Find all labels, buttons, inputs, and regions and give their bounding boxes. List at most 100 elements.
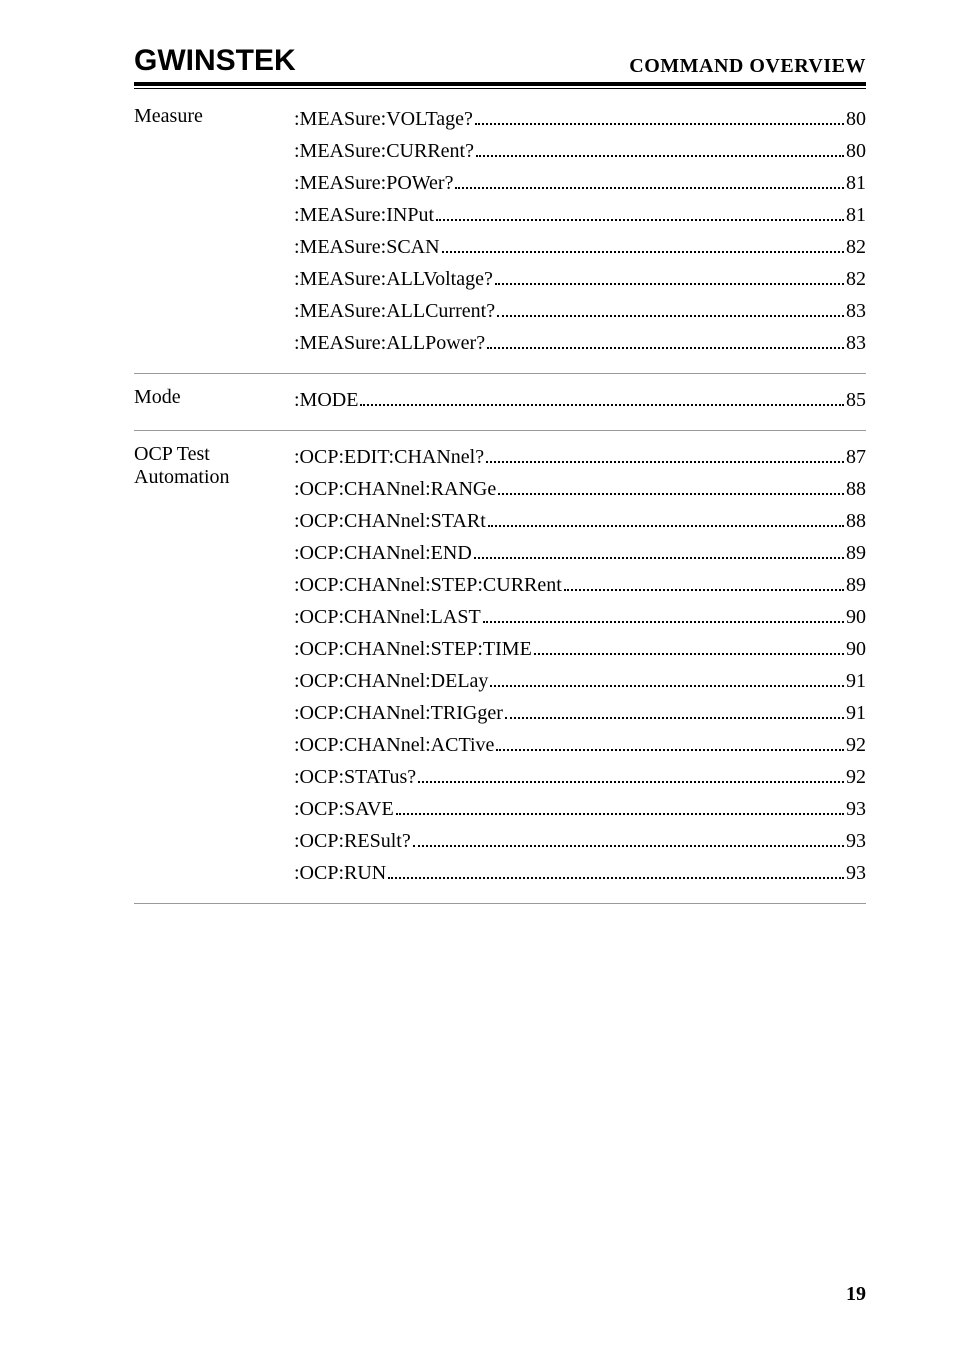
leader-dots xyxy=(436,219,844,221)
toc-entry: :OCP:CHANnel:DELay91 xyxy=(294,665,866,697)
entry-page: 93 xyxy=(846,857,866,889)
entry-page: 83 xyxy=(846,327,866,359)
header-title: COMMAND OVERVIEW xyxy=(629,55,866,78)
leader-dots xyxy=(496,749,844,751)
leader-dots xyxy=(487,347,844,349)
entry-command: :MEASure:SCAN xyxy=(294,231,440,263)
entry-command: :OCP:SAVE xyxy=(294,793,394,825)
entry-command: :OCP:EDIT:CHANnel? xyxy=(294,441,484,473)
entry-page: 83 xyxy=(846,295,866,327)
entries-column: :MEASure:VOLTage?80:MEASure:CURRent?80:M… xyxy=(294,103,866,359)
page-number: 19 xyxy=(846,1283,866,1306)
entry-page: 90 xyxy=(846,633,866,665)
leader-dots xyxy=(490,685,844,687)
entry-page: 91 xyxy=(846,665,866,697)
entry-command: :MEASure:CURRent? xyxy=(294,135,474,167)
toc-entry: :OCP:RUN 93 xyxy=(294,857,866,889)
toc-sections: Measure:MEASure:VOLTage?80:MEASure:CURRe… xyxy=(134,103,866,904)
leader-dots xyxy=(360,404,844,406)
entries-column: :OCP:EDIT:CHANnel?87:OCP:CHANnel:RANGe88… xyxy=(294,441,866,889)
entry-page: 90 xyxy=(846,601,866,633)
entry-page: 89 xyxy=(846,537,866,569)
leader-dots xyxy=(418,781,844,783)
toc-row: Mode:MODE 85 xyxy=(134,384,866,416)
entry-command: :OCP:CHANnel:STEP:CURRent xyxy=(294,569,562,601)
toc-entry: :OCP:RESult?93 xyxy=(294,825,866,857)
section-label: OCP Test Automation xyxy=(134,441,294,889)
entry-command: :MEASure:ALLPower? xyxy=(294,327,485,359)
leader-dots xyxy=(455,187,844,189)
leader-dots xyxy=(495,283,844,285)
entry-command: :MEASure:ALLCurrent? xyxy=(294,295,495,327)
entry-page: 91 xyxy=(846,697,866,729)
entry-command: :MEASure:POWer? xyxy=(294,167,453,199)
section-label: Mode xyxy=(134,384,294,416)
toc-entry: :MEASure:ALLCurrent? 83 xyxy=(294,295,866,327)
toc-entry: :MEASure:CURRent?80 xyxy=(294,135,866,167)
leader-dots xyxy=(505,717,844,719)
entry-page: 92 xyxy=(846,761,866,793)
entry-page: 82 xyxy=(846,231,866,263)
entry-command: :OCP:CHANnel:LAST xyxy=(294,601,481,633)
leader-dots xyxy=(442,251,844,253)
toc-entry: :MEASure:SCAN 82 xyxy=(294,231,866,263)
toc-entry: :MEASure:POWer? 81 xyxy=(294,167,866,199)
entry-command: :MEASure:ALLVoltage? xyxy=(294,263,493,295)
toc-entry: :OCP:CHANnel:LAST 90 xyxy=(294,601,866,633)
section-label: Measure xyxy=(134,103,294,359)
toc-entry: :OCP:CHANnel:TRIGger 91 xyxy=(294,697,866,729)
entry-command: :MODE xyxy=(294,384,358,416)
toc-entry: :OCP:SAVE 93 xyxy=(294,793,866,825)
entry-command: :OCP:RUN xyxy=(294,857,386,889)
leader-dots xyxy=(534,653,844,655)
toc-section: Mode:MODE 85 xyxy=(134,373,866,416)
entry-command: :OCP:CHANnel:END xyxy=(294,537,472,569)
leader-dots xyxy=(497,315,844,317)
entries-column: :MODE 85 xyxy=(294,384,866,416)
entry-page: 85 xyxy=(846,384,866,416)
toc-entry: :OCP:CHANnel:ACTive 92 xyxy=(294,729,866,761)
entry-command: :MEASure:VOLTage? xyxy=(294,103,473,135)
entry-page: 88 xyxy=(846,473,866,505)
leader-dots xyxy=(564,589,844,591)
entry-page: 88 xyxy=(846,505,866,537)
toc-entry: :MEASure:VOLTage? 80 xyxy=(294,103,866,135)
entry-page: 81 xyxy=(846,167,866,199)
leader-dots xyxy=(486,461,844,463)
entry-command: :OCP:CHANnel:TRIGger xyxy=(294,697,503,729)
brand-logo: GWINSTEK xyxy=(134,44,296,78)
leader-dots xyxy=(476,155,844,157)
entry-command: :OCP:CHANnel:ACTive xyxy=(294,729,494,761)
entry-page: 87 xyxy=(846,441,866,473)
entry-page: 80 xyxy=(846,103,866,135)
entry-page: 82 xyxy=(846,263,866,295)
entry-page: 92 xyxy=(846,729,866,761)
entry-command: :OCP:CHANnel:STARt xyxy=(294,505,486,537)
header-rule xyxy=(134,88,866,89)
toc-entry: :OCP:CHANnel:STARt 88 xyxy=(294,505,866,537)
toc-entry: :OCP:CHANnel:STEP:TIME90 xyxy=(294,633,866,665)
logo-text: GWINSTEK xyxy=(134,44,296,78)
page-header: GWINSTEK COMMAND OVERVIEW xyxy=(134,44,866,86)
toc-section: Measure:MEASure:VOLTage?80:MEASure:CURRe… xyxy=(134,103,866,359)
entry-command: :MEASure:INPut xyxy=(294,199,434,231)
toc-entry: :OCP:CHANnel:END 89 xyxy=(294,537,866,569)
leader-dots xyxy=(483,621,844,623)
toc-entry: :MEASure:ALLPower? 83 xyxy=(294,327,866,359)
section-rule xyxy=(134,903,866,904)
entry-page: 93 xyxy=(846,825,866,857)
leader-dots xyxy=(488,525,844,527)
entry-page: 89 xyxy=(846,569,866,601)
leader-dots xyxy=(475,123,844,125)
entry-page: 81 xyxy=(846,199,866,231)
leader-dots xyxy=(498,493,844,495)
page: GWINSTEK COMMAND OVERVIEW Measure:MEASur… xyxy=(0,0,954,1350)
entry-command: :OCP:STATus? xyxy=(294,761,416,793)
toc-entry: :MEASure:INPut 81 xyxy=(294,199,866,231)
toc-row: OCP Test Automation:OCP:EDIT:CHANnel? 87:… xyxy=(134,441,866,889)
toc-entry: :OCP:STATus? 92 xyxy=(294,761,866,793)
toc-entry: :OCP:EDIT:CHANnel? 87 xyxy=(294,441,866,473)
entry-page: 93 xyxy=(846,793,866,825)
leader-dots xyxy=(413,845,844,847)
leader-dots xyxy=(388,877,844,879)
